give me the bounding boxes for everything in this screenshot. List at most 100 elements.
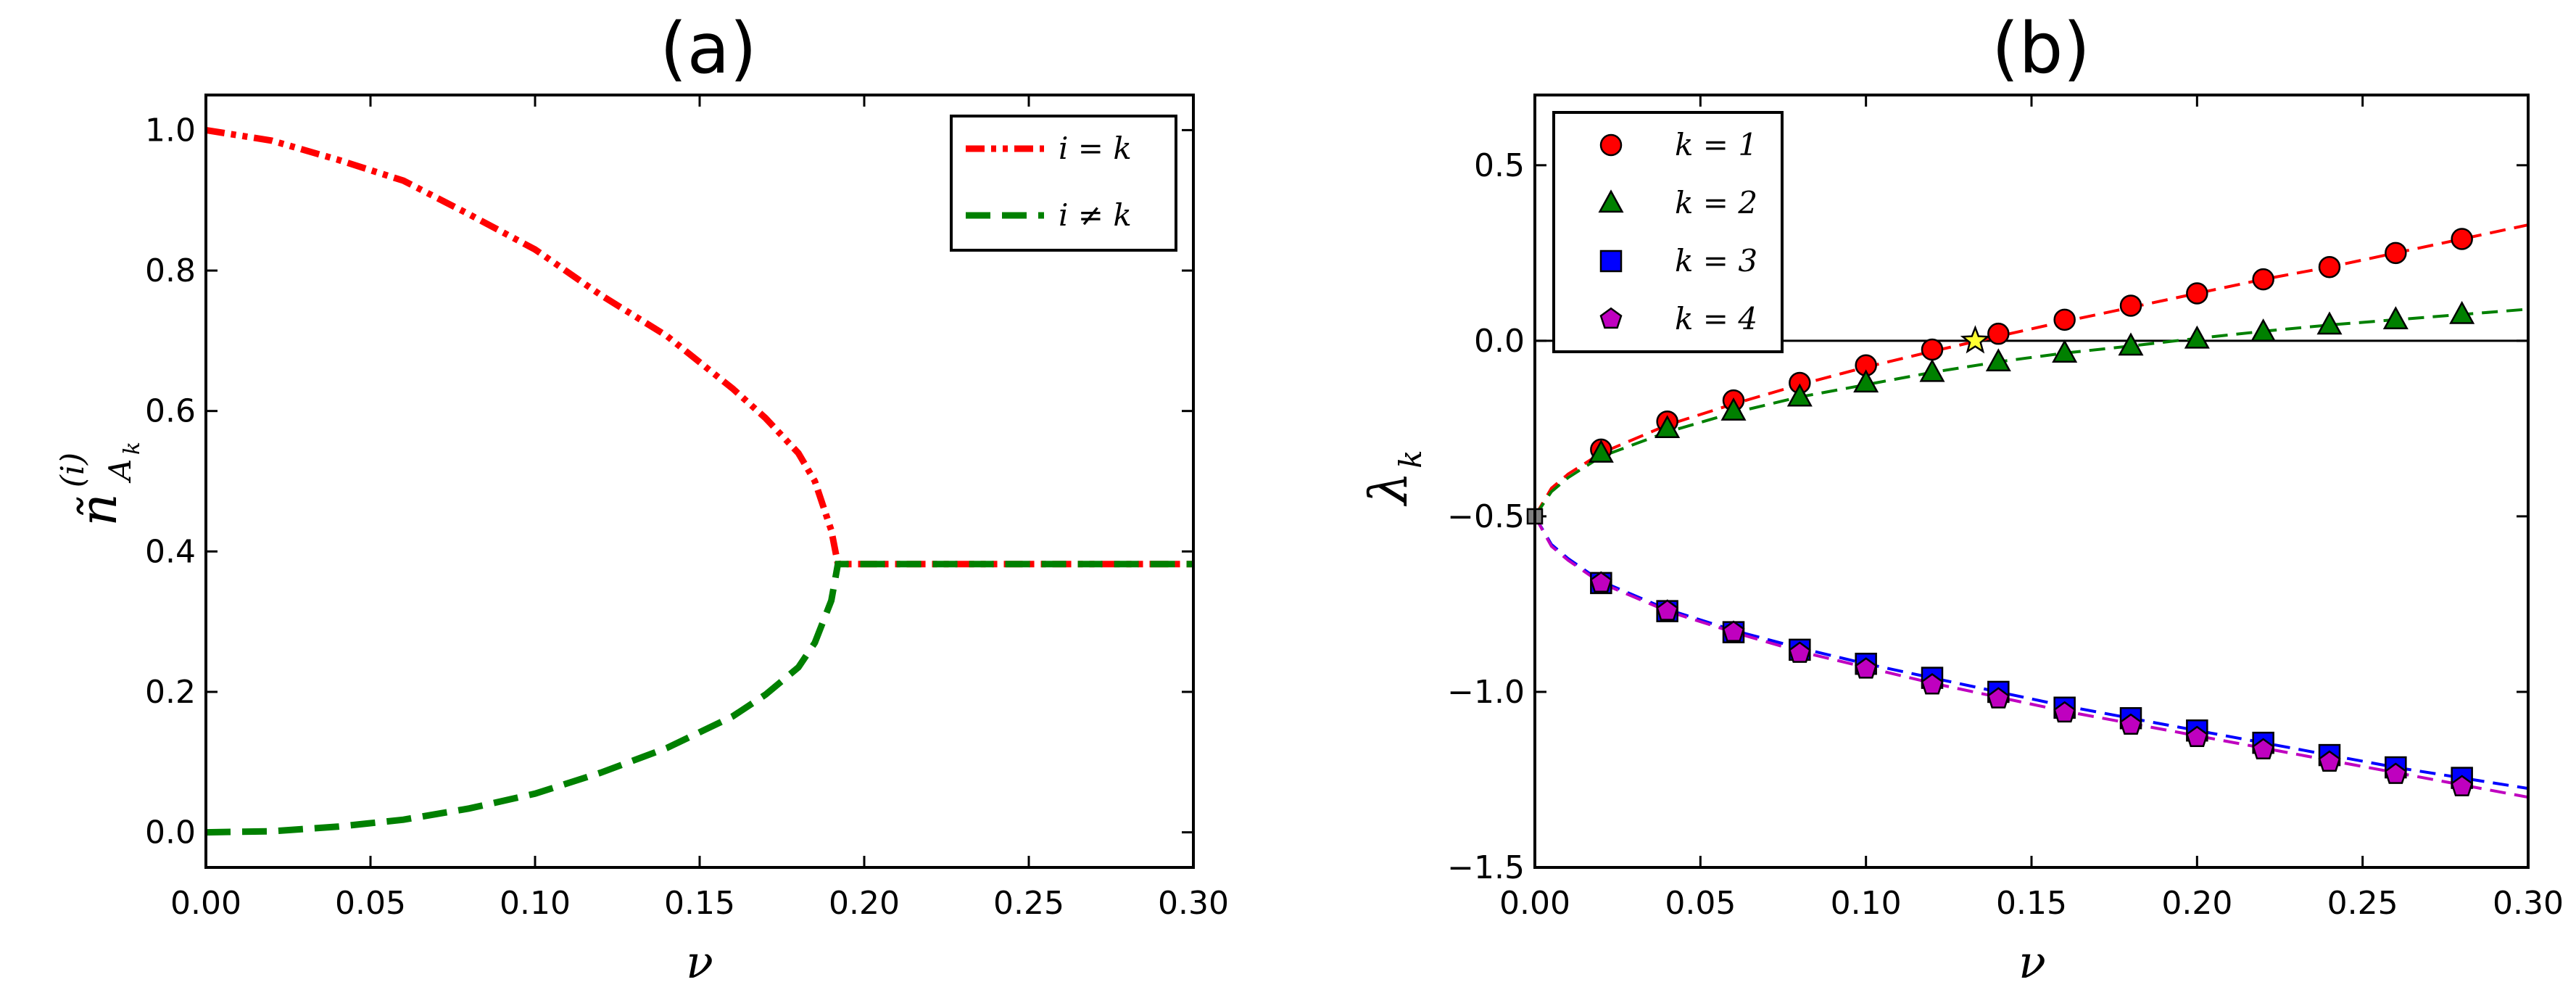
panel-b-point-k2 [1853,369,1879,393]
panel-b-ticks: 0.00 0.05 0.10 0.15 0.20 0.25 0.30 0.5 0.0 −0.5 −1… [1447,95,2564,922]
panel-a-title: (a) [660,8,757,89]
panel-a-ytick-label: 0.6 [145,393,196,430]
panel-b-point-k2 [1720,397,1747,421]
panel-b-title: (b) [1992,8,2090,89]
panel-b-point-k2 [2316,311,2343,335]
panel-b-fit-curve-3 [1533,515,2529,791]
panel-b-legend-label: k = 1 [1675,127,1757,162]
panel-b-legend-box [1552,111,1784,353]
panel-b-point-k1 [2252,268,2274,291]
panel-b-point-k2 [1919,358,1945,382]
panel-a-ytick-label: 1.0 [145,112,196,149]
panel-b-point-k4 [2185,725,2208,748]
panel-b-ylabel-main: λ [1358,471,1419,507]
panel-b-point-k2 [2052,339,2078,363]
panel-b-point-k1 [1921,338,1944,361]
panel-a-xtick-label: 0.30 [1158,885,1229,922]
panel-a-ytick-label: 0.8 [145,252,196,289]
panel-a-legend-label: i = k [1059,131,1132,166]
panel-b-point-k2 [1786,383,1813,407]
panel-b-point-k4 [1921,673,1944,695]
panel-b-legend-label: k = 3 [1675,243,1757,279]
panel-b: (b) 0.00 0.05 0.10 0.15 0.20 0.25 0.30 0.5 0.0 −0… [1358,8,2564,989]
panel-b-ytick-label: −1.0 [1447,674,1525,711]
panel-a-series-line-1 [205,126,1193,568]
panel-b-x-axis-label: ν [2018,936,2046,989]
panel-b-point-k1 [2318,255,2341,279]
panel-a-ytick-label: 0.0 [145,814,196,851]
panel-a-ylabel-superscript: (i) [54,453,91,487]
panel-a-ticks: 0.00 0.05 0.10 0.15 0.20 0.25 0.30 0.0 0.2 0.4 0.6… [145,95,1229,922]
panel-a-legend-label: i ≠ k [1059,197,1132,233]
panel-a-legend-box [950,115,1177,252]
panel-b-legend-label: k = 2 [1675,185,1757,220]
panel-b-star-point [1960,325,1991,354]
panel-a-xtick-label: 0.15 [664,885,735,922]
panel-b-y-axis-label: λ k [1358,450,1428,507]
panel-b-point-k4 [1855,657,1878,679]
panel-b-legend-marker [1599,249,1623,273]
panel-b-point-k4 [2119,713,2142,735]
panel-b-xtick-label: 0.15 [1996,885,2067,922]
panel-b-point-k1 [2119,294,2142,317]
panel-b-point-k4 [2053,701,2076,723]
panel-b-xtick-label: 0.00 [1499,885,1570,922]
panel-a-xtick-label: 0.00 [170,885,241,922]
panel-a-x-axis-label: ν [686,936,713,989]
panel-b-point-k4 [1589,571,1612,593]
panel-b-legend-marker [1598,189,1624,213]
panel-b-xtick-label: 0.10 [1831,885,1902,922]
panel-b-point-k4 [2451,775,2474,796]
panel-b-xtick-label: 0.05 [1665,885,1736,922]
panel-a-xtick-label: 0.05 [335,885,406,922]
panel-b-ytick-label: −1.5 [1447,849,1525,886]
panel-b-point-k4 [1987,687,2010,709]
panel-b-point-k4 [2384,762,2407,784]
panel-b-point-k2 [2250,318,2277,342]
panel-b-point-k1 [2385,242,2407,265]
panel-b-legend-label: k = 4 [1675,301,1757,337]
panel-a-series [205,126,1193,836]
panel-b-ylabel-subscript: k [1393,450,1428,468]
panel-a-xtick-label: 0.25 [993,885,1064,922]
panel-b-legend: k = 1 k = 2 k = 3 k = 4 [1552,111,1784,353]
panel-a-ylabel-main: ñ [69,493,128,526]
panel-a-ytick-label: 0.4 [145,533,196,570]
panel-b-point-k2 [2382,306,2409,329]
panel-b-point-k2 [1654,415,1681,439]
panel-a-frame [204,94,1195,869]
panel-b-point-k2 [2118,332,2144,356]
panel-a: (a) 0.00 0.05 0.10 0.15 0.20 0.25 0.300.00.20.… [54,8,1229,989]
panel-b-ytick-label: 0.0 [1474,323,1525,360]
panel-b-point-k4 [1656,599,1679,621]
panel-b-xtick-label: 0.20 [2161,885,2232,922]
panel-b-point-k2 [1985,348,2011,372]
panel-b-xtick-label: 0.30 [2493,885,2564,922]
panel-b-point-k1 [2053,308,2076,331]
panel-a-ylabel-subsubscript: k [120,442,145,455]
panel-b-point-k1 [1987,322,2010,345]
panel-a-series-line-2 [205,561,1193,836]
panel-b-point-k2 [1588,440,1614,463]
panel-b-point-k2 [2184,325,2210,349]
panel-b-point-k1 [2186,282,2208,305]
panel-a-xtick-label: 0.20 [829,885,900,922]
panel-b-xtick-label: 0.25 [2327,885,2398,922]
panel-b-legend-marker [1599,133,1623,157]
panel-a-ylabel-subscript: A [102,459,138,484]
panel-b-ytick-label: 0.5 [1474,147,1525,184]
panel-b-point-k4 [1788,641,1811,663]
panel-b-ytick-label: −0.5 [1447,498,1525,535]
panel-b-point-k4 [2252,738,2275,759]
panel-a-y-axis-label: ñ (i) A k [54,442,145,527]
panel-a-legend: i = k i ≠ k [950,115,1177,252]
panel-a-ytick-label: 0.2 [145,674,196,711]
panel-b-point-k1 [2451,228,2473,250]
panel-b-legend-marker [1599,307,1623,329]
panel-b-point-k4 [1722,620,1745,642]
panel-b-frame [1533,94,2530,869]
panel-b-fit-curve-4 [1533,515,2529,799]
panel-a-xtick-label: 0.10 [500,885,571,922]
panel-b-point-k4 [2318,750,2341,772]
